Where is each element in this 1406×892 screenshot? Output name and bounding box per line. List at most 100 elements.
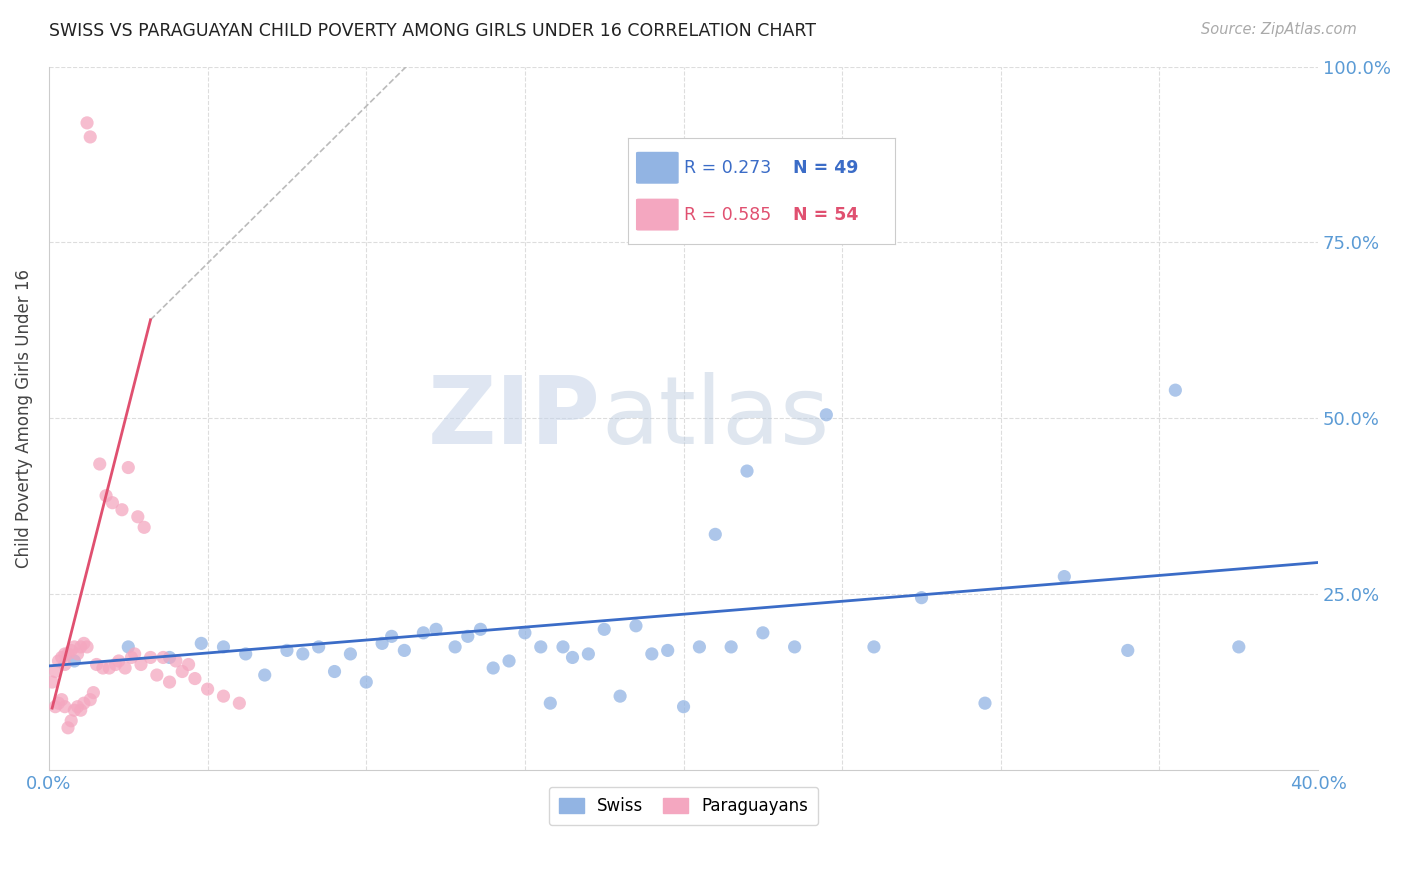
- Point: [94, 489, 117, 503]
- Text: R = 0.585: R = 0.585: [683, 205, 772, 224]
- Text: atlas: atlas: [600, 372, 830, 465]
- Point: [152, 650, 174, 665]
- Y-axis label: Child Poverty Among Girls Under 16: Child Poverty Among Girls Under 16: [15, 268, 32, 568]
- Point: [117, 460, 139, 475]
- Point: [66, 647, 89, 661]
- Point: [172, 665, 194, 679]
- Point: [48, 654, 70, 668]
- FancyBboxPatch shape: [636, 199, 679, 230]
- Point: [551, 640, 574, 654]
- Point: [41, 675, 63, 690]
- Point: [73, 696, 96, 710]
- Point: [197, 682, 219, 697]
- Point: [498, 654, 520, 668]
- Point: [139, 650, 162, 665]
- Point: [576, 647, 599, 661]
- Text: ZIP: ZIP: [429, 372, 600, 465]
- Point: [394, 643, 416, 657]
- Point: [66, 699, 89, 714]
- Point: [235, 647, 257, 661]
- Point: [609, 689, 631, 703]
- Point: [63, 654, 86, 668]
- Point: [111, 502, 134, 516]
- Point: [44, 699, 66, 714]
- Point: [69, 703, 91, 717]
- Point: [457, 629, 479, 643]
- Point: [44, 665, 66, 679]
- Point: [783, 640, 806, 654]
- Point: [124, 647, 146, 661]
- Point: [184, 672, 207, 686]
- Point: [159, 650, 181, 665]
- Point: [76, 640, 98, 654]
- Point: [1164, 383, 1187, 397]
- Point: [291, 647, 314, 661]
- Point: [127, 509, 149, 524]
- Point: [308, 640, 330, 654]
- Point: [79, 692, 101, 706]
- Point: [863, 640, 886, 654]
- Text: R = 0.273: R = 0.273: [683, 159, 772, 177]
- Point: [323, 665, 346, 679]
- Point: [91, 661, 114, 675]
- Point: [53, 657, 76, 672]
- Point: [56, 647, 79, 661]
- Point: [63, 703, 86, 717]
- Point: [48, 696, 70, 710]
- Legend: Swiss, Paraguayans: Swiss, Paraguayans: [548, 787, 818, 825]
- Point: [190, 636, 212, 650]
- Point: [688, 640, 710, 654]
- Point: [1116, 643, 1139, 657]
- Point: [752, 625, 775, 640]
- Text: N = 49: N = 49: [793, 159, 859, 177]
- Point: [86, 657, 108, 672]
- Point: [470, 623, 492, 637]
- Point: [51, 692, 73, 706]
- Point: [624, 619, 647, 633]
- Point: [371, 636, 394, 650]
- Point: [107, 654, 129, 668]
- Point: [228, 696, 250, 710]
- Text: SWISS VS PARAGUAYAN CHILD POVERTY AMONG GIRLS UNDER 16 CORRELATION CHART: SWISS VS PARAGUAYAN CHILD POVERTY AMONG …: [49, 22, 817, 40]
- Point: [165, 654, 187, 668]
- Point: [815, 408, 838, 422]
- Point: [672, 699, 695, 714]
- Point: [1053, 569, 1076, 583]
- Point: [69, 640, 91, 654]
- Point: [79, 130, 101, 145]
- Point: [425, 623, 447, 637]
- Point: [339, 647, 361, 661]
- Point: [53, 647, 76, 661]
- Point: [704, 527, 727, 541]
- Point: [101, 496, 124, 510]
- Point: [593, 623, 616, 637]
- Point: [114, 661, 136, 675]
- Point: [51, 650, 73, 665]
- Point: [974, 696, 997, 710]
- Point: [60, 714, 83, 728]
- Point: [56, 721, 79, 735]
- Point: [82, 685, 104, 699]
- Point: [98, 661, 121, 675]
- Point: [657, 643, 679, 657]
- Point: [73, 636, 96, 650]
- Point: [146, 668, 169, 682]
- Point: [212, 640, 235, 654]
- Point: [444, 640, 467, 654]
- Point: [356, 675, 378, 690]
- Point: [53, 699, 76, 714]
- Point: [253, 668, 276, 682]
- Point: [412, 625, 434, 640]
- Point: [910, 591, 932, 605]
- Point: [60, 643, 83, 657]
- Point: [89, 457, 111, 471]
- Point: [641, 647, 664, 661]
- Point: [735, 464, 758, 478]
- Point: [538, 696, 561, 710]
- Point: [159, 675, 181, 690]
- Point: [134, 520, 156, 534]
- Point: [561, 650, 583, 665]
- Point: [530, 640, 553, 654]
- Point: [121, 650, 143, 665]
- FancyBboxPatch shape: [636, 152, 679, 184]
